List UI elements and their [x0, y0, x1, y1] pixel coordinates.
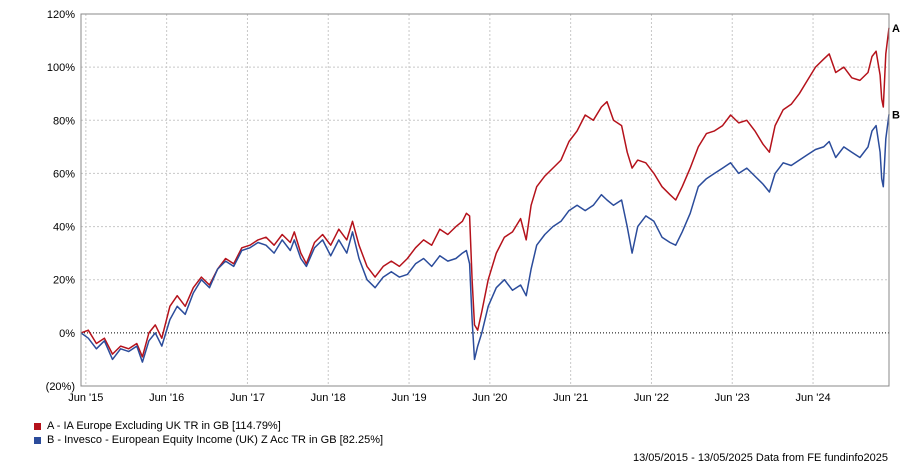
y-tick-label: 20% — [53, 275, 75, 287]
x-tick-label: Jun '20 — [472, 392, 507, 404]
legend-label-b: B - Invesco - European Equity Income (UK… — [47, 434, 384, 446]
y-tick-label: 0% — [59, 328, 75, 340]
date-range-source: 13/05/2015 - 13/05/2025 Data from FE fun… — [632, 452, 888, 464]
y-tick-label: 40% — [53, 222, 75, 234]
y-tick-label: 100% — [47, 62, 75, 74]
legend: A - IA Europe Excluding UK TR in GB [114… — [34, 419, 383, 447]
series-lines — [80, 27, 890, 363]
series-end-label-a: A — [892, 23, 900, 35]
legend-item-b: B - Invesco - European Equity Income (UK… — [34, 433, 383, 447]
legend-item-a: A - IA Europe Excluding UK TR in GB [114… — [34, 419, 383, 433]
series-line-b — [80, 114, 890, 363]
y-tick-label: 80% — [53, 115, 75, 127]
y-tick-label: 60% — [53, 168, 75, 180]
series-line-a — [80, 27, 890, 358]
series-end-label-b: B — [892, 109, 900, 121]
x-axis-tick-labels: Jun '15 Jun '16 Jun '17 Jun '18 Jun '19 Jun '… — [68, 392, 830, 404]
x-tick-label: Jun '22 — [634, 392, 669, 404]
y-axis-tick-labels: (20%) 0% 20% 40% 60% 80% 100% 120% — [46, 9, 76, 393]
x-tick-label: Jun '19 — [391, 392, 426, 404]
y-tick-label: 120% — [47, 9, 75, 21]
legend-swatch-b — [34, 436, 41, 444]
x-tick-label: Jun '18 — [311, 392, 346, 404]
x-tick-label: Jun '24 — [795, 392, 830, 404]
legend-label-a: A - IA Europe Excluding UK TR in GB [114… — [47, 420, 281, 432]
gridlines — [81, 13, 889, 387]
x-tick-label: Jun '16 — [149, 392, 184, 404]
x-tick-label: Jun '17 — [230, 392, 265, 404]
y-tick-label: (20%) — [46, 381, 75, 393]
x-tick-label: Jun '21 — [553, 392, 588, 404]
plot-frame — [80, 13, 890, 387]
legend-swatch-a — [34, 422, 41, 430]
x-tick-label: Jun '23 — [715, 392, 750, 404]
x-tick-label: Jun '15 — [68, 392, 103, 404]
series-end-markers: AB — [892, 23, 900, 121]
